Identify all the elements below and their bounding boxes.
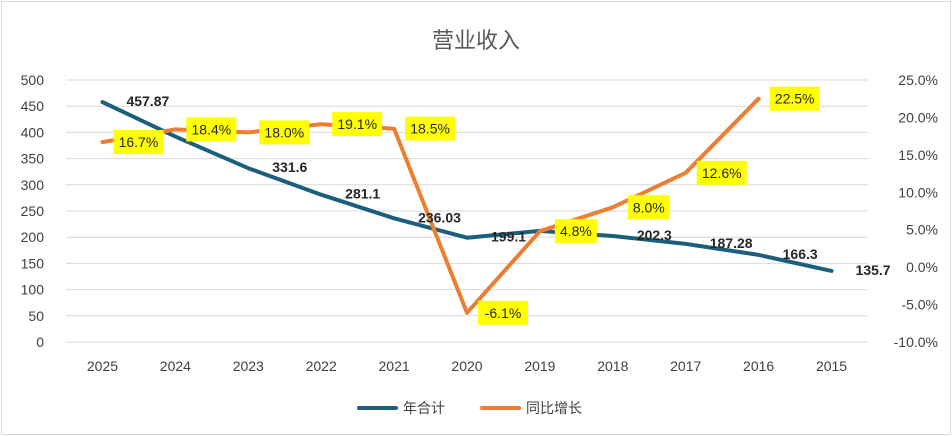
left-tick-label: 250 xyxy=(21,203,45,219)
left-axis: 0 50 100 150 200 250 300 350 400 450 500 xyxy=(21,72,45,350)
x-axis: 2025 2024 2023 2022 2021 2020 2019 2018 2017 2016… xyxy=(87,358,847,374)
left-tick-label: 100 xyxy=(21,282,45,298)
revenue-data-label: 457.87 xyxy=(126,93,169,109)
growth-data-label: 19.1% xyxy=(337,116,377,132)
right-tick-label: -5.0% xyxy=(901,297,938,313)
right-axis: -10.0% -5.0% 0.0% 5.0% 10.0% 15.0% 20.0% 25.0% xyxy=(894,72,938,350)
growth-data-label: -6.1% xyxy=(485,305,522,321)
right-tick-label: 20.0% xyxy=(898,109,938,125)
growth-data-label: 18.5% xyxy=(410,121,450,137)
growth-data-label: 12.6% xyxy=(702,165,742,181)
x-tick-label: 2016 xyxy=(743,358,774,374)
growth-label-box xyxy=(554,219,597,244)
right-tick-label: 25.0% xyxy=(898,72,938,88)
growth-label-box xyxy=(478,300,528,325)
x-tick-label: 2017 xyxy=(670,358,701,374)
legend-growth-label: 同比增长 xyxy=(526,401,582,417)
left-tick-label: 150 xyxy=(21,255,45,271)
legend: 年合计 同比增长 xyxy=(357,401,582,417)
data-labels: 457.87 331.6 281.1 236.03 199.1 202.3 187.28 16… xyxy=(113,86,891,325)
right-tick-label: 10.0% xyxy=(898,184,938,200)
x-tick-label: 2020 xyxy=(451,358,482,374)
x-tick-label: 2021 xyxy=(379,358,410,374)
revenue-data-label: 236.03 xyxy=(418,209,461,225)
revenue-data-label: 202.3 xyxy=(637,227,672,243)
growth-data-label: 18.4% xyxy=(192,121,232,137)
growth-label-box xyxy=(332,112,383,137)
growth-label-box xyxy=(259,120,310,145)
x-tick-label: 2023 xyxy=(233,358,264,374)
left-tick-label: 350 xyxy=(21,151,45,167)
right-tick-label: -10.0% xyxy=(894,334,938,350)
growth-data-label: 4.8% xyxy=(560,223,592,239)
legend-revenue-label: 年合计 xyxy=(403,401,445,417)
growth-label-box xyxy=(696,160,747,185)
growth-label-box xyxy=(769,86,820,111)
growth-data-label: 18.0% xyxy=(264,124,304,140)
left-tick-label: 300 xyxy=(21,177,45,193)
x-tick-label: 2025 xyxy=(87,358,118,374)
gridlines xyxy=(66,79,868,343)
growth-label-box xyxy=(186,117,237,142)
revenue-data-label: 135.7 xyxy=(856,262,891,278)
chart-title: 营业收入 xyxy=(432,29,520,54)
left-tick-label: 50 xyxy=(28,308,44,324)
revenue-data-label: 331.6 xyxy=(272,159,307,175)
left-tick-label: 450 xyxy=(21,98,45,114)
x-tick-label: 2024 xyxy=(160,358,191,374)
left-tick-label: 200 xyxy=(21,229,45,245)
growth-label-box xyxy=(627,195,670,220)
right-tick-label: 15.0% xyxy=(898,147,938,163)
growth-data-label: 8.0% xyxy=(633,199,665,215)
left-tick-label: 0 xyxy=(36,334,44,350)
x-tick-label: 2018 xyxy=(597,358,628,374)
right-tick-label: 5.0% xyxy=(906,222,938,238)
growth-data-label: 16.7% xyxy=(119,134,159,150)
growth-label-box xyxy=(113,130,164,155)
left-tick-label: 500 xyxy=(21,72,45,88)
growth-data-label: 22.5% xyxy=(775,91,815,107)
revenue-data-label: 187.28 xyxy=(710,235,753,251)
revenue-data-label: 166.3 xyxy=(783,246,818,262)
x-tick-label: 2022 xyxy=(306,358,337,374)
growth-label-box xyxy=(405,116,456,141)
revenue-data-label: 199.1 xyxy=(491,229,526,245)
revenue-line xyxy=(100,100,834,273)
revenue-data-label: 281.1 xyxy=(345,186,380,202)
left-tick-label: 400 xyxy=(21,124,45,140)
right-tick-label: 0.0% xyxy=(906,259,938,275)
x-tick-label: 2015 xyxy=(816,358,847,374)
x-tick-label: 2019 xyxy=(524,358,555,374)
